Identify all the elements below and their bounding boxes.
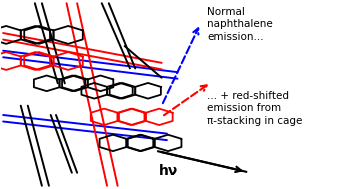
Text: hν: hν	[159, 164, 178, 178]
Text: Normal
naphthalene
emission...: Normal naphthalene emission...	[207, 7, 273, 42]
Text: ... + red-shifted
emission from
π-stacking in cage: ... + red-shifted emission from π-stacki…	[207, 91, 303, 125]
